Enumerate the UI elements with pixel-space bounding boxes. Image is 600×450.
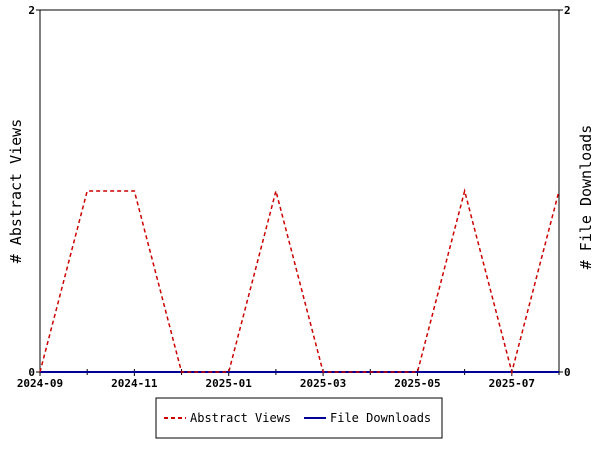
y-axis-title: # Abstract Views: [7, 119, 25, 264]
y2-axis-title: # File Downloads: [577, 125, 595, 270]
series-layer: [39, 188, 560, 375]
y2-tick-label: 2: [564, 4, 571, 17]
x-tick-label: 2024-11: [111, 377, 158, 390]
y-axis-left: 02: [28, 4, 40, 379]
x-tick-label: 2025-05: [394, 377, 440, 390]
y-tick-label: 0: [28, 366, 35, 379]
legend: Abstract Views File Downloads: [155, 397, 443, 439]
x-tick-label: 2025-01: [206, 377, 253, 390]
y2-tick-label: 0: [564, 366, 571, 379]
legend-box: [155, 397, 443, 439]
legend-label-file-downloads: File Downloads: [330, 411, 431, 425]
y-tick-label: 2: [28, 4, 35, 17]
legend-label-abstract-views: Abstract Views: [190, 411, 291, 425]
series-line-abstract-views: [39, 188, 560, 375]
y-axis-right: 02: [559, 4, 571, 379]
x-tick-label: 2025-07: [489, 377, 535, 390]
x-tick-label: 2024-09: [17, 377, 63, 390]
x-tick-label: 2025-03: [300, 377, 346, 390]
